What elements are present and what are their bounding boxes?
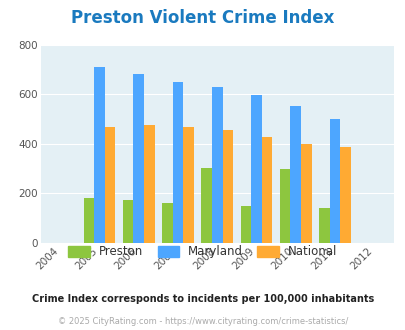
Bar — [94, 67, 104, 243]
Bar — [339, 147, 350, 243]
Bar — [162, 203, 172, 243]
Bar — [211, 86, 222, 243]
Text: Crime Index corresponds to incidents per 100,000 inhabitants: Crime Index corresponds to incidents per… — [32, 294, 373, 304]
Bar — [201, 168, 211, 243]
Bar — [261, 137, 272, 243]
Bar — [279, 169, 290, 243]
Bar — [133, 74, 144, 243]
Bar — [300, 144, 311, 243]
Text: Preston Violent Crime Index: Preston Violent Crime Index — [71, 9, 334, 27]
Bar — [172, 82, 183, 243]
Bar — [318, 208, 329, 243]
Bar — [83, 199, 94, 243]
Bar — [222, 130, 232, 243]
Bar — [329, 119, 339, 243]
Bar — [290, 106, 300, 243]
Bar — [240, 206, 251, 243]
Legend: Preston, Maryland, National: Preston, Maryland, National — [64, 241, 341, 263]
Bar — [183, 127, 193, 243]
Bar — [123, 200, 133, 243]
Bar — [144, 125, 154, 243]
Bar — [251, 95, 261, 243]
Text: © 2025 CityRating.com - https://www.cityrating.com/crime-statistics/: © 2025 CityRating.com - https://www.city… — [58, 317, 347, 326]
Bar — [104, 127, 115, 243]
